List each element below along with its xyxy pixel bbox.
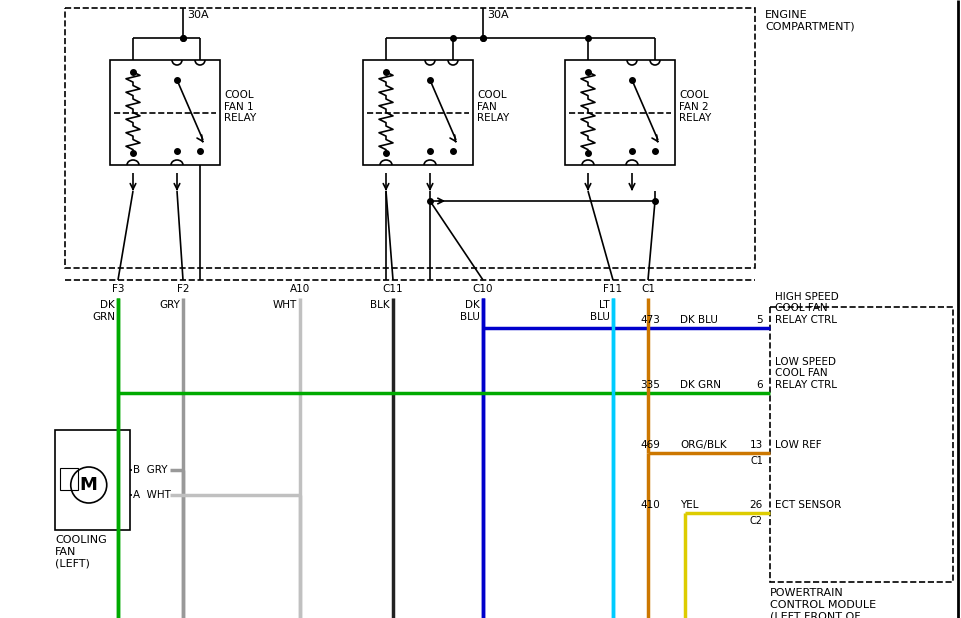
Bar: [363, 60, 473, 165]
Text: 13: 13: [750, 440, 763, 450]
Text: DK GRN: DK GRN: [680, 380, 721, 390]
Text: 410: 410: [640, 500, 660, 510]
Text: HIGH SPEED
COOL FAN
RELAY CTRL: HIGH SPEED COOL FAN RELAY CTRL: [775, 292, 839, 325]
Text: 26: 26: [750, 500, 763, 510]
Text: 469: 469: [640, 440, 660, 450]
Text: ECT SENSOR: ECT SENSOR: [775, 500, 841, 510]
Text: B  GRY: B GRY: [133, 465, 167, 475]
Bar: [110, 60, 220, 165]
Text: C11: C11: [382, 284, 404, 294]
Text: LT
BLU: LT BLU: [590, 300, 610, 321]
Text: 335: 335: [640, 380, 660, 390]
Text: ORG/BLK: ORG/BLK: [680, 440, 727, 450]
Text: 6: 6: [756, 380, 763, 390]
Text: 30A: 30A: [187, 10, 209, 20]
Text: C2: C2: [750, 516, 763, 526]
Text: COOL
FAN
RELAY: COOL FAN RELAY: [477, 90, 509, 123]
Text: C1: C1: [751, 456, 763, 466]
Text: DK
BLU: DK BLU: [460, 300, 480, 321]
Text: COOL
FAN 2
RELAY: COOL FAN 2 RELAY: [679, 90, 711, 123]
Text: F3: F3: [111, 284, 124, 294]
Text: POWERTRAIN
CONTROL MODULE
(LEFT FRONT OF: POWERTRAIN CONTROL MODULE (LEFT FRONT OF: [770, 588, 876, 618]
Text: ENGINE
COMPARTMENT): ENGINE COMPARTMENT): [765, 10, 854, 32]
Text: LOW REF: LOW REF: [775, 440, 822, 450]
Text: C1: C1: [641, 284, 655, 294]
Text: M: M: [80, 476, 98, 494]
Bar: [770, 307, 953, 582]
Bar: [565, 60, 675, 165]
Text: DK BLU: DK BLU: [680, 315, 718, 325]
Text: C10: C10: [473, 284, 493, 294]
Text: WHT: WHT: [273, 300, 297, 310]
Text: 473: 473: [640, 315, 660, 325]
Text: A  WHT: A WHT: [133, 490, 171, 500]
Text: A10: A10: [290, 284, 310, 294]
Bar: [60, 468, 78, 490]
Text: LOW SPEED
COOL FAN
RELAY CTRL: LOW SPEED COOL FAN RELAY CTRL: [775, 357, 837, 390]
Text: BLK: BLK: [370, 300, 390, 310]
Text: 5: 5: [756, 315, 763, 325]
Text: COOLING
FAN
(LEFT): COOLING FAN (LEFT): [55, 535, 107, 568]
Bar: [65, 8, 755, 268]
Text: 30A: 30A: [487, 10, 508, 20]
Text: COOL
FAN 1
RELAY: COOL FAN 1 RELAY: [224, 90, 257, 123]
Text: DK
GRN: DK GRN: [92, 300, 115, 321]
Text: YEL: YEL: [680, 500, 699, 510]
Text: F11: F11: [604, 284, 623, 294]
Text: F2: F2: [177, 284, 189, 294]
Bar: [55, 430, 130, 530]
Text: GRY: GRY: [160, 300, 180, 310]
